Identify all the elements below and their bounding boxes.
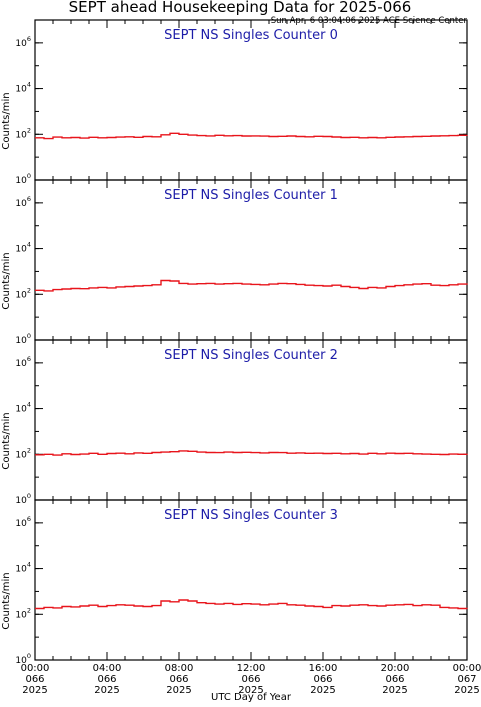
- y-tick-exponent: 4: [27, 401, 31, 409]
- x-tick-label-year: 2025: [310, 685, 335, 696]
- x-tick-label-time: 08:00: [165, 663, 194, 674]
- series-line: [35, 132, 468, 140]
- panel-title: SEPT NS Singles Counter 2: [164, 348, 338, 363]
- x-tick-label-year: 2025: [454, 685, 479, 696]
- series-line: [35, 450, 468, 456]
- x-tick-label-doy: 066: [25, 674, 44, 685]
- y-tick-exponent: 6: [27, 355, 31, 363]
- x-tick-label-time: 12:00: [237, 663, 266, 674]
- y-tick-label: 104: [15, 561, 31, 575]
- plot-frame: [34, 19, 468, 181]
- y-tick-exponent: 2: [27, 286, 31, 294]
- y-tick-label: 104: [15, 241, 31, 255]
- x-axis-label: UTC Day of Year: [211, 692, 292, 703]
- y-tick-exponent: 4: [27, 241, 31, 249]
- plot-frame: [34, 179, 468, 341]
- x-tick-label-time: 16:00: [309, 663, 338, 674]
- y-tick-base: 10: [15, 85, 27, 95]
- y-tick-label: 106: [15, 355, 31, 369]
- panel-title: SEPT NS Singles Counter 0: [164, 28, 338, 43]
- y-tick-base: 10: [15, 176, 27, 186]
- y-axis-label: Counts/min: [1, 252, 12, 309]
- y-axis-label: Counts/min: [1, 92, 12, 149]
- y-tick-label: 100: [15, 492, 31, 506]
- y-tick-base: 10: [15, 519, 27, 529]
- y-tick-base: 10: [15, 656, 27, 666]
- y-tick-base: 10: [15, 565, 27, 575]
- y-tick-exponent: 4: [27, 81, 31, 89]
- x-tick-label-year: 2025: [94, 685, 119, 696]
- y-tick-exponent: 6: [27, 35, 31, 43]
- y-tick-base: 10: [15, 450, 27, 460]
- x-tick-label-doy: 066: [241, 674, 260, 685]
- y-tick-label: 102: [15, 606, 31, 620]
- y-tick-exponent: 0: [27, 172, 31, 180]
- y-tick-base: 10: [15, 199, 27, 209]
- series-line: [35, 599, 468, 610]
- figure-title: SEPT ahead Housekeeping Data for 2025-06…: [69, 0, 412, 16]
- x-tick-label-year: 2025: [238, 685, 263, 696]
- plot-frame: [34, 339, 468, 501]
- y-tick-label: 102: [15, 446, 31, 460]
- y-tick-exponent: 6: [27, 195, 31, 203]
- y-tick-base: 10: [15, 39, 27, 49]
- x-tick-label-doy: 066: [313, 674, 332, 685]
- y-tick-label: 106: [15, 195, 31, 209]
- y-axis-label: Counts/min: [1, 412, 12, 469]
- x-tick-label-doy: 066: [385, 674, 404, 685]
- panel-title: SEPT NS Singles Counter 1: [164, 188, 338, 203]
- x-tick-label-doy: 066: [169, 674, 188, 685]
- y-tick-label: 100: [15, 172, 31, 186]
- plot-frame: [34, 499, 468, 661]
- y-tick-base: 10: [15, 405, 27, 415]
- y-tick-base: 10: [15, 336, 27, 346]
- panel-title: SEPT NS Singles Counter 3: [164, 508, 338, 523]
- y-tick-label: 106: [15, 35, 31, 49]
- y-tick-base: 10: [15, 359, 27, 369]
- y-tick-base: 10: [15, 496, 27, 506]
- y-tick-exponent: 2: [27, 606, 31, 614]
- y-tick-label: 102: [15, 286, 31, 300]
- y-tick-label: 104: [15, 401, 31, 415]
- x-tick-label-time: 00:00: [453, 663, 481, 674]
- x-tick-label-doy: 066: [97, 674, 116, 685]
- y-tick-exponent: 0: [27, 652, 31, 660]
- x-tick-label-time: 00:00: [21, 663, 50, 674]
- y-tick-exponent: 6: [27, 515, 31, 523]
- x-tick-label-year: 2025: [382, 685, 407, 696]
- y-tick-exponent: 2: [27, 446, 31, 454]
- y-tick-label: 100: [15, 332, 31, 346]
- x-tick-label-year: 2025: [166, 685, 191, 696]
- y-tick-base: 10: [15, 130, 27, 140]
- y-tick-label: 102: [15, 126, 31, 140]
- x-tick-label-year: 2025: [22, 685, 47, 696]
- y-tick-label: 106: [15, 515, 31, 529]
- y-tick-exponent: 4: [27, 561, 31, 569]
- y-tick-label: 100: [15, 652, 31, 666]
- y-tick-base: 10: [15, 290, 27, 300]
- y-tick-exponent: 0: [27, 332, 31, 340]
- y-tick-base: 10: [15, 610, 27, 620]
- y-tick-base: 10: [15, 245, 27, 255]
- y-tick-exponent: 0: [27, 492, 31, 500]
- y-tick-label: 104: [15, 81, 31, 95]
- x-tick-label-time: 20:00: [381, 663, 410, 674]
- timestamp: Sun Apr 6 03:04:06 2025 ACE Science Cent…: [271, 16, 468, 26]
- y-axis-label: Counts/min: [1, 572, 12, 629]
- y-tick-exponent: 2: [27, 126, 31, 134]
- x-tick-label-doy: 067: [457, 674, 476, 685]
- x-tick-label-time: 04:00: [93, 663, 122, 674]
- series-line: [35, 279, 468, 292]
